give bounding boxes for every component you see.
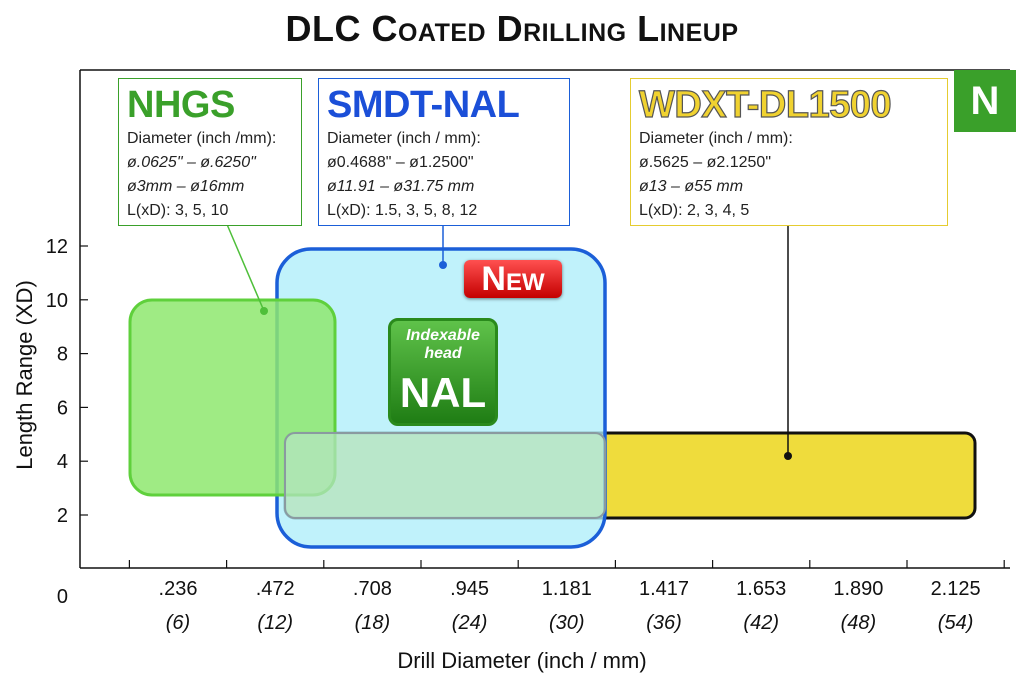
x-tick-label-mm: (54) (938, 612, 974, 634)
x-tick-label-mm: (6) (166, 612, 190, 634)
wdxt-ld: L(xD): 2, 3, 4, 5 (639, 202, 750, 219)
smdt-nal-leader-dot (439, 261, 447, 269)
nal-badge-subtitle: Indexable head (406, 327, 480, 362)
smdt-nal-inch-range: ø0.4688" – ø1.2500" (327, 154, 474, 171)
smdt-nal-name: SMDT-NAL (327, 84, 520, 126)
wdxt-inch-range: ø.5625 – ø2.1250" (639, 154, 771, 171)
x-axis-label: Drill Diameter (inch / mm) (397, 648, 646, 673)
nhgs-name: NHGS (127, 84, 235, 126)
y-axis-label: Length Range (XD) (12, 280, 37, 470)
x-tick-label-inch: .236 (159, 578, 198, 600)
y-tick-label: 8 (57, 344, 68, 366)
x-tick-label-inch: 1.417 (639, 578, 689, 600)
y-tick-label: 12 (46, 236, 68, 258)
nal-badge-label: NAL (399, 369, 487, 416)
smdt-nal-mm-range: ø11.91 – ø31.75 mm (327, 178, 475, 195)
x-tick-label-mm: (36) (646, 612, 682, 634)
nhgs-leader-line (225, 221, 265, 312)
x-tick-label-mm: (12) (257, 612, 293, 634)
nhgs-leader-dot (260, 307, 268, 315)
wdxt-overlap-region (284, 432, 606, 519)
y-tick-label: 2 (57, 505, 68, 527)
nhgs-info-box: NHGS Diameter (inch /mm): ø.0625" – ø.62… (118, 78, 302, 226)
wdxt-mm-range: ø13 – ø55 mm (639, 178, 744, 195)
x-tick-label-mm: (42) (743, 612, 779, 634)
smdt-nal-diameter-label: Diameter (inch / mm): (327, 130, 481, 147)
chart-title: DLC Coated Drilling Lineup (285, 8, 739, 49)
nhgs-inch-range: ø.0625" – ø.6250" (127, 154, 256, 171)
smdt-nal-info-box: SMDT-NAL Diameter (inch / mm): ø0.4688" … (318, 78, 570, 226)
smdt-nal-ld: L(xD): 1.5, 3, 5, 8, 12 (327, 202, 478, 219)
x-tick-label-mm: (18) (355, 612, 391, 634)
x-tick-label-inch: .472 (256, 578, 295, 600)
x-tick-label-inch: 1.181 (542, 578, 592, 600)
x-tick-label-mm: (24) (452, 612, 488, 634)
x-tick-label-mm: (48) (841, 612, 877, 634)
nal-indexable-badge: Indexable head NAL (388, 318, 498, 426)
y-tick-label: 4 (57, 451, 68, 473)
nhgs-ld: L(xD): 3, 5, 10 (127, 202, 229, 219)
x-tick-label-inch: .945 (450, 578, 489, 600)
x-tick-label-inch: 1.890 (833, 578, 883, 600)
y-zero-label: 0 (57, 586, 68, 608)
x-tick-label-inch: 2.125 (931, 578, 981, 600)
x-tick-label-inch: 1.653 (736, 578, 786, 600)
wdxt-diameter-label: Diameter (inch / mm): (639, 130, 793, 147)
wdxt-leader-dot (784, 452, 792, 460)
x-tick-label-mm: (30) (549, 612, 585, 634)
nhgs-mm-range: ø3mm – ø16mm (127, 178, 245, 195)
x-tick-label-inch: .708 (353, 578, 392, 600)
category-n-badge: N (954, 70, 1016, 132)
nhgs-range-region (128, 298, 337, 497)
wdxt-name: WDXT-DL1500 (638, 83, 892, 126)
nhgs-diameter-label: Diameter (inch /mm): (127, 130, 277, 147)
new-badge: New (464, 260, 562, 298)
y-tick-label: 10 (46, 290, 68, 312)
y-tick-label: 6 (57, 397, 68, 419)
wdxt-info-box: WDXT-DL1500 Diameter (inch / mm): ø.5625… (630, 78, 948, 226)
